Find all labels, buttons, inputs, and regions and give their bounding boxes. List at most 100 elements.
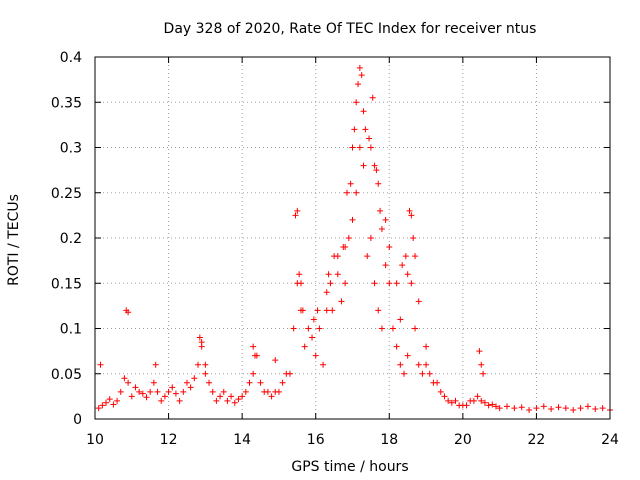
data-point <box>220 388 227 395</box>
data-point <box>404 271 411 278</box>
plot-frame <box>94 56 611 420</box>
data-point <box>474 393 481 400</box>
data-point <box>125 309 132 316</box>
data-point <box>412 253 419 260</box>
data-point <box>143 394 150 401</box>
data-point <box>367 144 374 151</box>
data-point <box>478 361 485 368</box>
data-point <box>448 399 455 406</box>
data-point <box>423 361 430 368</box>
data-point <box>154 388 161 395</box>
data-point <box>371 280 378 287</box>
data-point <box>242 388 249 395</box>
data-point <box>147 388 154 395</box>
data-point <box>463 402 470 409</box>
data-point <box>360 108 367 115</box>
data-point <box>286 370 293 377</box>
data-point <box>320 361 327 368</box>
data-point <box>406 207 413 214</box>
data-point <box>316 325 323 332</box>
data-point <box>375 307 382 314</box>
chart-title: Day 328 of 2020, Rate Of TEC Index for r… <box>164 21 537 37</box>
data-point <box>366 135 373 142</box>
data-point <box>202 361 209 368</box>
data-point <box>314 307 321 314</box>
data-point <box>202 370 209 377</box>
data-point <box>327 280 334 287</box>
data-point <box>246 379 253 386</box>
data-point <box>209 388 216 395</box>
data-point <box>415 361 422 368</box>
data-point <box>353 189 360 196</box>
data-point <box>342 244 349 251</box>
x-tick-labels: 10 12 14 16 18 20 22 24 <box>86 432 619 448</box>
data-point <box>309 334 316 341</box>
data-point <box>397 361 404 368</box>
data-point <box>518 404 525 411</box>
data-point <box>292 212 299 219</box>
data-point <box>577 405 584 412</box>
data-point <box>511 405 518 412</box>
data-point <box>476 348 483 355</box>
data-point <box>415 298 422 305</box>
data-point <box>206 379 213 386</box>
data-point <box>378 325 385 332</box>
y-tick-label: 0.15 <box>51 276 82 292</box>
data-point <box>480 370 487 377</box>
data-point <box>224 397 231 404</box>
data-point <box>257 379 264 386</box>
data-point <box>364 253 371 260</box>
data-point <box>371 162 378 169</box>
data-point <box>290 325 297 332</box>
data-point <box>402 253 409 260</box>
data-point <box>353 99 360 106</box>
data-point <box>110 401 117 408</box>
y-tick-label: 0.35 <box>51 95 82 111</box>
data-point <box>570 406 577 413</box>
data-point <box>401 370 407 377</box>
data-point <box>423 343 430 350</box>
y-tick-label: 0.3 <box>60 141 82 157</box>
data-point <box>152 361 159 368</box>
data-point <box>228 393 235 400</box>
data-point <box>125 379 132 386</box>
data-point <box>272 357 279 364</box>
data-point <box>378 225 385 232</box>
data-point <box>213 397 220 404</box>
data-point <box>489 401 496 408</box>
data-point <box>106 396 113 403</box>
data-point <box>382 216 389 223</box>
data-point <box>268 393 275 400</box>
data-point <box>250 370 257 377</box>
data-point <box>334 271 341 278</box>
data-point <box>95 405 102 412</box>
data-point <box>599 405 606 412</box>
data-point <box>548 406 555 413</box>
data-point <box>342 280 349 287</box>
data-point <box>323 307 330 314</box>
y-tick-label: 0.4 <box>60 50 82 66</box>
data-point <box>351 126 358 133</box>
data-point <box>481 399 488 406</box>
data-point <box>117 388 124 395</box>
data-point <box>356 144 363 151</box>
data-point <box>426 370 433 377</box>
data-point <box>375 180 382 187</box>
y-tick-label: 0.1 <box>60 322 82 338</box>
data-point <box>343 189 350 196</box>
y-tick-label: 0.25 <box>51 186 82 202</box>
data-point <box>323 289 330 296</box>
data-point <box>334 253 341 260</box>
data-point <box>382 262 389 269</box>
data-point <box>441 393 448 400</box>
data-point <box>358 72 365 79</box>
x-tick-label: 16 <box>307 432 325 448</box>
data-point <box>252 352 259 359</box>
data-point <box>172 390 179 397</box>
data-point <box>360 162 367 169</box>
x-axis-label: GPS time / hours <box>291 459 408 475</box>
y-tick-labels: 0 0.05 0.1 0.15 0.2 0.25 0.3 0.35 0.4 <box>51 50 82 428</box>
data-point <box>386 244 393 251</box>
data-point <box>235 396 242 403</box>
